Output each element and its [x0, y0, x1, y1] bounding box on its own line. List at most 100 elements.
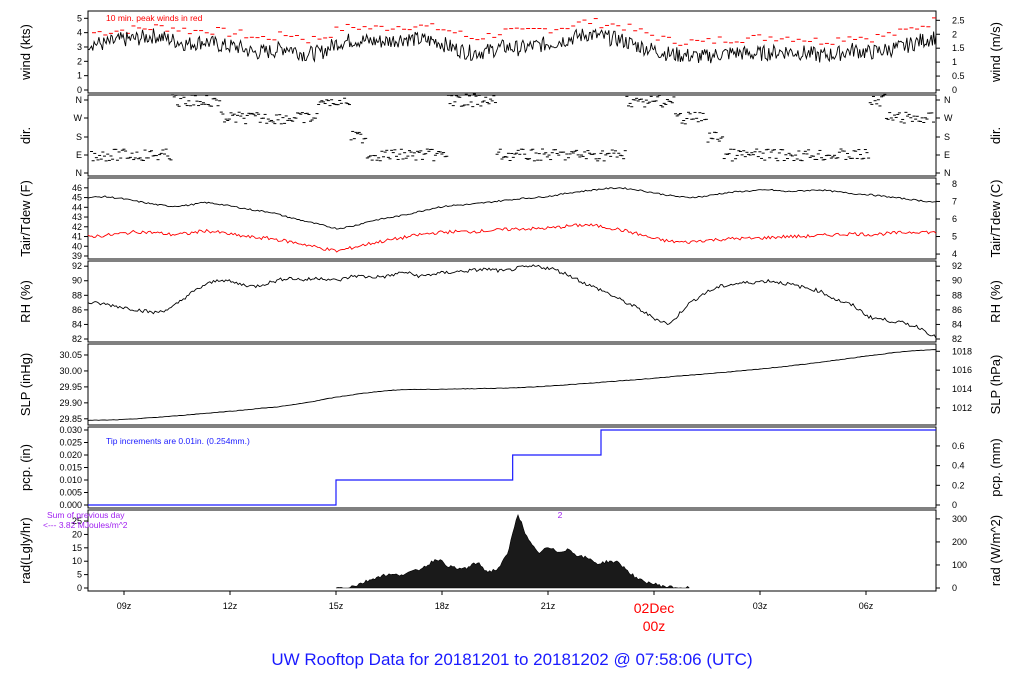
- rh-left-ticklabel: 82: [72, 334, 82, 344]
- slp-right-ticklabel: 1016: [952, 365, 972, 375]
- wind-left-ticklabel: 3: [77, 42, 82, 52]
- dir-ylabel-left: dir.: [18, 127, 33, 144]
- rh-left-ticklabel: 90: [72, 276, 82, 286]
- temp-ylabel-left: Tair/Tdew (F): [18, 180, 33, 257]
- rad-left-ticklabel: 0: [77, 583, 82, 593]
- meteogram-chart: wind (kts) wind (m/s)01234500.511.522.510…: [18, 10, 1003, 634]
- x-ticklabel: 03z: [753, 601, 768, 611]
- temp-left-ticklabel: 44: [72, 202, 82, 212]
- slp-left-ticklabel: 30.05: [59, 350, 82, 360]
- rh-ylabel-right: RH (%): [988, 280, 1003, 323]
- dir-left-ticklabel: S: [76, 132, 82, 142]
- pcp-left-ticklabel: 0.000: [59, 500, 82, 510]
- rad-annotation-line1: Sum of previous day: [47, 510, 125, 520]
- slp-panel-frame: [87, 343, 937, 426]
- rad-ylabel-right: rad (W/m^2): [988, 515, 1003, 586]
- slp-left-ticklabel: 29.95: [59, 382, 82, 392]
- slp-right-ticklabel: 1012: [952, 403, 972, 413]
- rad-right-ticklabel: 100: [952, 560, 967, 570]
- rh-right-ticklabel: 88: [952, 290, 962, 300]
- wind-right-ticklabel: 1: [952, 57, 957, 67]
- x-ticklabel: 21z: [541, 601, 556, 611]
- temp-left-ticklabel: 40: [72, 241, 82, 251]
- rad-left-ticklabel: 25: [72, 516, 82, 526]
- dir-left-ticklabel: N: [76, 95, 83, 105]
- rh-line: [87, 264, 937, 339]
- rad-left-ticklabel: 20: [72, 529, 82, 539]
- rh-right-ticklabel: 86: [952, 305, 962, 315]
- pcp-step-line: [88, 429, 936, 506]
- pcp-left-ticklabel: 0.010: [59, 475, 82, 485]
- slp-left-ticklabel: 30.00: [59, 366, 82, 376]
- dir-left-ticklabel: W: [74, 113, 83, 123]
- rad-left-ticklabel: 10: [72, 556, 82, 566]
- pcp-left-ticklabel: 0.015: [59, 463, 82, 473]
- slp-left-ticklabel: 29.85: [59, 414, 82, 424]
- rad-annotation-line2: <--- 3.82 MJoules/m^2: [43, 520, 128, 530]
- wind-right-ticklabel: 0.5: [952, 71, 965, 81]
- dir-ylabel-right: dir.: [988, 127, 1003, 144]
- dir-left-ticklabel: E: [76, 150, 82, 160]
- pcp-ylabel-left: pcp. (in): [18, 444, 33, 491]
- slp-left-ticklabel: 29.90: [59, 398, 82, 408]
- wind-left-ticklabel: 0: [77, 85, 82, 95]
- dir-left-ticklabel: N: [76, 168, 83, 178]
- rad-right-ticklabel: 0: [952, 583, 957, 593]
- x-date-sublabel: 00z: [643, 618, 666, 634]
- rh-left-ticklabel: 84: [72, 319, 82, 329]
- wind-ylabel-left: wind (kts): [18, 24, 33, 81]
- temp-left-ticklabel: 42: [72, 222, 82, 232]
- pcp-annotation: Tip increments are 0.01in. (0.254mm.): [106, 436, 250, 446]
- wind-right-ticklabel: 2: [952, 29, 957, 39]
- pcp-left-ticklabel: 0.030: [59, 425, 82, 435]
- dir-panel-frame: [87, 94, 937, 177]
- rad-right-ticklabel: 300: [952, 514, 967, 524]
- temp-left-ticklabel: 43: [72, 212, 82, 222]
- temp-right-ticklabel: 6: [952, 214, 957, 224]
- rh-right-ticklabel: 84: [952, 319, 962, 329]
- wind-left-ticklabel: 2: [77, 56, 82, 66]
- temp-right-ticklabel: 5: [952, 232, 957, 242]
- x-ticklabel: 18z: [435, 601, 450, 611]
- pcp-right-ticklabel: 0.2: [952, 480, 965, 490]
- pcp-left-ticklabel: 0.025: [59, 438, 82, 448]
- temp-left-ticklabel: 41: [72, 232, 82, 242]
- rh-left-ticklabel: 86: [72, 305, 82, 315]
- wind-ylabel-right: wind (m/s): [988, 22, 1003, 83]
- wind-annotation: 10 min. peak winds in red: [106, 13, 203, 23]
- dir-right-ticklabel: W: [944, 113, 953, 123]
- wind-right-ticklabel: 1.5: [952, 43, 965, 53]
- rh-left-ticklabel: 92: [72, 261, 82, 271]
- tair-line: [87, 187, 936, 230]
- wind-right-ticklabel: 0: [952, 85, 957, 95]
- slp-line: [87, 349, 937, 421]
- pcp-ylabel-right: pcp. (mm): [988, 438, 1003, 497]
- x-ticklabel: 15z: [329, 601, 344, 611]
- wind-left-ticklabel: 1: [77, 71, 82, 81]
- rad-panel-frame: [87, 509, 937, 592]
- dir-right-ticklabel: E: [944, 150, 950, 160]
- pcp-left-ticklabel: 0.020: [59, 450, 82, 460]
- tdew-line: [87, 223, 937, 253]
- pcp-right-ticklabel: 0: [952, 500, 957, 510]
- dir-right-ticklabel: N: [944, 168, 951, 178]
- pcp-left-ticklabel: 0.005: [59, 488, 82, 498]
- wind-panel-frame: [87, 10, 937, 94]
- wind-speed-line: [87, 28, 937, 64]
- rad-ylabel-left: rad(Lgly/hr): [18, 517, 33, 583]
- dir-right-ticklabel: N: [944, 95, 951, 105]
- rh-right-ticklabel: 90: [952, 276, 962, 286]
- x-date-label: 02Dec: [634, 600, 674, 616]
- slp-right-ticklabel: 1014: [952, 384, 972, 394]
- temp-left-ticklabel: 45: [72, 193, 82, 203]
- rad-left-ticklabel: 5: [77, 570, 82, 580]
- temp-right-ticklabel: 8: [952, 179, 957, 189]
- wind-left-ticklabel: 4: [77, 28, 82, 38]
- rad-area: [335, 514, 690, 589]
- slp-ylabel-right: SLP (hPa): [988, 355, 1003, 415]
- rad-marker-label: 2: [558, 510, 563, 520]
- x-ticklabel: 12z: [223, 601, 238, 611]
- rad-left-ticklabel: 15: [72, 543, 82, 553]
- dir-right-ticklabel: S: [944, 132, 950, 142]
